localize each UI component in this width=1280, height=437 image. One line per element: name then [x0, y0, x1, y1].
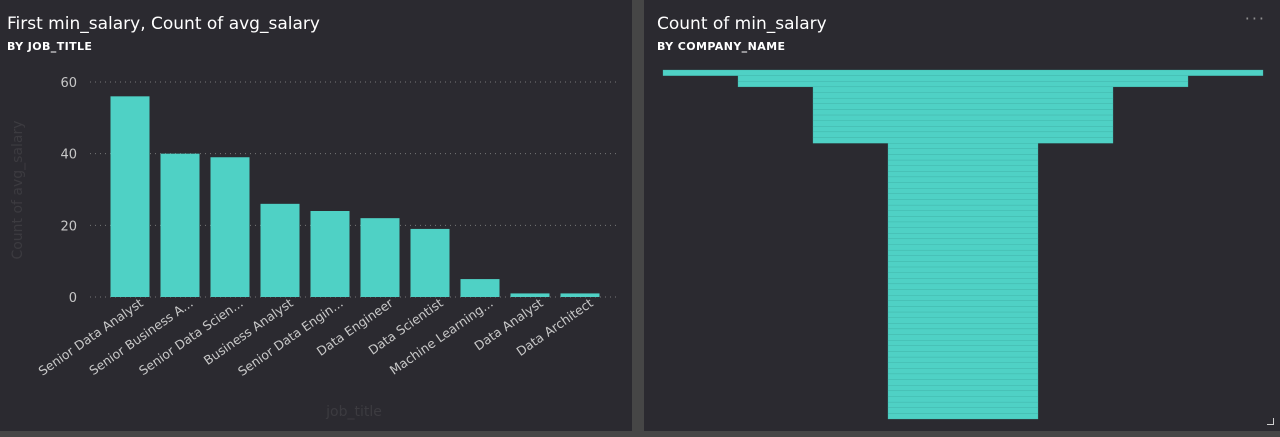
funnel-bar[interactable]: [887, 289, 1039, 296]
bar[interactable]: [460, 279, 500, 297]
funnel-bar[interactable]: [887, 356, 1039, 363]
bar[interactable]: [210, 157, 250, 297]
y-axis-title: Count of avg_salary: [10, 120, 26, 259]
funnel-bar[interactable]: [812, 120, 1114, 127]
funnel-bar[interactable]: [887, 272, 1039, 279]
funnel-bar[interactable]: [887, 328, 1039, 335]
funnel-bar[interactable]: [812, 114, 1114, 121]
bar[interactable]: [360, 218, 400, 297]
funnel-bar[interactable]: [887, 311, 1039, 318]
funnel-bar[interactable]: [812, 109, 1114, 116]
y-tick-label: 60: [60, 76, 77, 91]
bar-chart-title: First min_salary, Count of avg_salary: [7, 14, 320, 34]
funnel-bar[interactable]: [887, 204, 1039, 211]
y-tick-label: 0: [69, 291, 77, 306]
funnel-bar[interactable]: [887, 255, 1039, 262]
funnel-bar[interactable]: [887, 148, 1039, 155]
funnel-bar[interactable]: [887, 143, 1039, 149]
bar[interactable]: [160, 153, 200, 297]
x-axis-title: job_title: [325, 404, 382, 420]
funnel-chart-title: Count of min_salary: [657, 14, 827, 34]
bar[interactable]: [560, 293, 600, 297]
funnel-bar[interactable]: [662, 69, 1264, 76]
funnel-bar[interactable]: [887, 368, 1039, 375]
funnel-bar[interactable]: [887, 261, 1039, 268]
funnel-bar[interactable]: [887, 334, 1039, 341]
funnel-bar[interactable]: [887, 176, 1039, 183]
funnel-bar[interactable]: [887, 188, 1039, 194]
funnel-bar[interactable]: [887, 244, 1039, 251]
funnel-bar[interactable]: [887, 182, 1039, 189]
bar[interactable]: [510, 293, 550, 297]
funnel-bar[interactable]: [812, 131, 1114, 138]
funnel-bar[interactable]: [887, 249, 1039, 256]
funnel-bar[interactable]: [887, 362, 1039, 369]
funnel-bar[interactable]: [812, 137, 1114, 144]
funnel-bar[interactable]: [887, 199, 1039, 206]
funnel-bar[interactable]: [887, 233, 1039, 240]
funnel-bar[interactable]: [887, 210, 1039, 217]
funnel-bar[interactable]: [887, 300, 1039, 307]
funnel-bar[interactable]: [812, 126, 1114, 133]
more-options-icon[interactable]: ···: [1244, 9, 1266, 28]
funnel-bar[interactable]: [887, 373, 1039, 380]
funnel-bar[interactable]: [887, 379, 1039, 386]
funnel-bar[interactable]: [887, 396, 1039, 403]
funnel-bar[interactable]: [887, 323, 1039, 330]
resize-handle-icon[interactable]: [1267, 418, 1274, 425]
funnel-bar[interactable]: [812, 86, 1114, 93]
funnel-bar[interactable]: [887, 390, 1039, 397]
funnel-bar[interactable]: [887, 266, 1039, 273]
bar[interactable]: [260, 203, 300, 297]
bar[interactable]: [410, 228, 450, 297]
bar-chart-subtitle: BY JOB_TITLE: [7, 40, 93, 53]
funnel-bar[interactable]: [737, 75, 1189, 82]
bar[interactable]: [110, 96, 150, 297]
funnel-bar[interactable]: [812, 97, 1114, 104]
funnel-bar[interactable]: [887, 227, 1039, 234]
funnel-bar[interactable]: [887, 317, 1039, 324]
bar[interactable]: [310, 211, 350, 297]
funnel-bar[interactable]: [737, 81, 1189, 88]
funnel-bar[interactable]: [887, 345, 1039, 352]
funnel-bar[interactable]: [887, 340, 1039, 346]
funnel-bar[interactable]: [887, 171, 1039, 178]
funnel-bar[interactable]: [812, 103, 1114, 110]
funnel-chart-tile[interactable]: Count of min_salary BY COMPANY_NAME ···: [644, 0, 1280, 431]
funnel-bar[interactable]: [887, 238, 1039, 245]
funnel-bar[interactable]: [887, 193, 1039, 200]
funnel-bar[interactable]: [887, 154, 1039, 161]
bar-chart-tile[interactable]: First min_salary, Count of avg_salary BY…: [0, 0, 632, 431]
funnel-chart-subtitle: BY COMPANY_NAME: [657, 40, 786, 53]
funnel-bar[interactable]: [887, 159, 1039, 166]
y-tick-label: 40: [60, 148, 77, 163]
funnel-bar[interactable]: [887, 385, 1039, 392]
funnel-bar[interactable]: [887, 401, 1039, 408]
funnel-chart[interactable]: [644, 0, 1280, 431]
funnel-bar[interactable]: [887, 413, 1039, 420]
funnel-bar[interactable]: [887, 216, 1039, 223]
y-tick-label: 20: [60, 219, 77, 234]
funnel-bar[interactable]: [887, 306, 1039, 313]
funnel-bar[interactable]: [887, 407, 1039, 414]
funnel-bar[interactable]: [812, 92, 1114, 99]
funnel-bar[interactable]: [887, 295, 1039, 301]
funnel-bar[interactable]: [887, 283, 1039, 290]
funnel-bar[interactable]: [887, 278, 1039, 285]
funnel-bar[interactable]: [887, 221, 1039, 228]
funnel-bar[interactable]: [887, 351, 1039, 358]
funnel-bar[interactable]: [887, 165, 1039, 172]
